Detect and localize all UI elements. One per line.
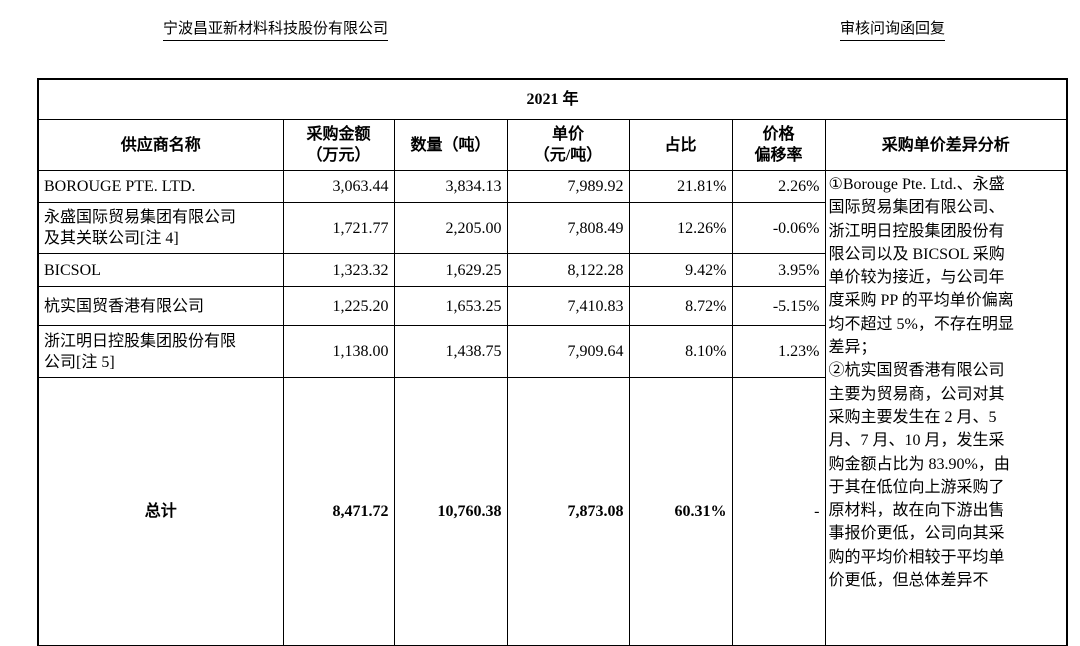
analysis-line: 购的平均价相较于平均单 xyxy=(828,548,1005,566)
supplier-name: 永盛国际贸易集团有限公司 及其关联公司[注 4] xyxy=(37,202,284,254)
analysis-line: 差异； xyxy=(828,339,877,357)
analysis-line: 均不超过 5%，不存在明显 xyxy=(828,315,1014,333)
purchase-quantity: 3,834.13 xyxy=(393,170,508,203)
total-unit-price: 7,873.08 xyxy=(506,377,630,646)
purchase-amount: 1,323.32 xyxy=(282,253,395,287)
table-row: 浙江明日控股集团股份有限 公司[注 5] 1,138.00 1,438.75 7… xyxy=(37,325,1067,378)
analysis-line: 单价较为接近，与公司年 xyxy=(828,269,1005,287)
price-deviation: 3.95% xyxy=(731,253,826,287)
price-difference-analysis: ①Borouge Pte. Ltd.、永盛 国际贸易集团有限公司、 浙江明日控股… xyxy=(824,170,1068,646)
purchase-amount: 1,721.77 xyxy=(282,202,395,254)
col-header-deviation-line2: 偏移率 xyxy=(754,147,803,164)
analysis-line: ②杭实国贸香港有限公司 xyxy=(828,362,1005,380)
total-share: 60.31% xyxy=(628,377,733,646)
header-company-name: 宁波昌亚新材料科技股份有限公司 xyxy=(163,20,389,41)
supplier-name-line2: 公司[注 5] xyxy=(44,353,115,371)
supplier-purchase-table: 2021 年 供应商名称 采购金额 （万元） 数量（吨） 单价 （元/吨） 占比… xyxy=(37,78,1069,646)
col-header-deviation: 价格 偏移率 xyxy=(731,119,826,171)
analysis-line: 主要为贸易商，公司对其 xyxy=(828,385,1005,403)
purchase-quantity: 2,205.00 xyxy=(393,202,508,254)
unit-price: 7,909.64 xyxy=(506,325,630,378)
price-deviation: 1.23% xyxy=(731,325,826,378)
unit-price: 7,808.49 xyxy=(506,202,630,254)
analysis-line: 浙江明日控股集团股份有 xyxy=(828,222,1005,240)
col-header-amount-line1: 采购金额 xyxy=(306,126,371,143)
total-deviation: - xyxy=(731,377,826,646)
col-header-unit-price-line2: （元/吨） xyxy=(533,147,603,164)
unit-price: 7,410.83 xyxy=(506,286,630,326)
table-total-row: 总计 8,471.72 10,760.38 7,873.08 60.31% - xyxy=(37,377,1067,646)
col-header-share: 占比 xyxy=(628,119,733,171)
supplier-name: 浙江明日控股集团股份有限 公司[注 5] xyxy=(37,325,284,378)
analysis-line: 采购主要发生在 2 月、5 xyxy=(828,408,997,426)
supplier-name: BOROUGE PTE. LTD. xyxy=(37,170,284,203)
col-header-quantity: 数量（吨） xyxy=(393,119,508,171)
table-year-heading: 2021 年 xyxy=(37,78,1068,120)
purchase-quantity: 1,653.25 xyxy=(393,286,508,326)
purchase-amount: 1,138.00 xyxy=(282,325,395,378)
share-percent: 9.42% xyxy=(628,253,733,287)
header-document-type: 审核问询函回复 xyxy=(839,20,945,41)
analysis-line: 国际贸易集团有限公司、 xyxy=(828,199,1005,217)
purchase-quantity: 1,629.25 xyxy=(393,253,508,287)
supplier-name-line2: 及其关联公司[注 4] xyxy=(44,230,179,247)
analysis-line: 原材料，故在向下游出售 xyxy=(828,502,1005,520)
price-deviation: 2.26% xyxy=(731,170,826,203)
purchase-quantity: 1,438.75 xyxy=(393,325,508,378)
supplier-name: BICSOL xyxy=(37,253,284,287)
price-deviation: -5.15% xyxy=(731,286,826,326)
col-header-supplier: 供应商名称 xyxy=(37,119,284,171)
analysis-line: 月、7 月、10 月，发生采 xyxy=(828,432,1005,450)
analysis-line: 价更低，但总体差异不 xyxy=(828,572,989,590)
col-header-analysis: 采购单价差异分析 xyxy=(824,119,1068,171)
supplier-name: 杭实国贸香港有限公司 xyxy=(37,286,284,326)
total-amount: 8,471.72 xyxy=(282,377,395,646)
share-percent: 12.26% xyxy=(628,202,733,254)
analysis-line: ①Borouge Pte. Ltd.、永盛 xyxy=(828,176,1005,193)
unit-price: 7,989.92 xyxy=(506,170,630,203)
table-row: 永盛国际贸易集团有限公司 及其关联公司[注 4] 1,721.77 2,205.… xyxy=(37,202,1067,254)
analysis-line: 购金额占比为 83.90%，由 xyxy=(828,455,1010,473)
analysis-line: 于其在低位向上游采购了 xyxy=(828,478,1005,496)
analysis-line: 事报价更低，公司向其采 xyxy=(828,525,1005,543)
table-header-row: 供应商名称 采购金额 （万元） 数量（吨） 单价 （元/吨） 占比 价格 偏移率… xyxy=(37,119,1068,171)
analysis-line: 度采购 PP 的平均单价偏离 xyxy=(828,292,1014,310)
share-percent: 8.72% xyxy=(628,286,733,326)
col-header-amount: 采购金额 （万元） xyxy=(282,119,395,171)
share-percent: 21.81% xyxy=(628,170,733,203)
supplier-name-line1: 浙江明日控股集团股份有限 xyxy=(44,332,237,350)
total-label: 总计 xyxy=(37,377,284,646)
col-header-amount-line2: （万元） xyxy=(306,147,371,164)
share-percent: 8.10% xyxy=(628,325,733,378)
unit-price: 8,122.28 xyxy=(506,253,630,287)
analysis-line: 限公司以及 BICSOL 采购 xyxy=(828,245,1005,263)
col-header-unit-price-line1: 单价 xyxy=(551,126,584,143)
total-quantity: 10,760.38 xyxy=(393,377,508,646)
col-header-unit-price: 单价 （元/吨） xyxy=(506,119,630,171)
table-row: BOROUGE PTE. LTD. 3,063.44 3,834.13 7,98… xyxy=(37,170,1068,646)
price-deviation: -0.06% xyxy=(731,202,826,254)
col-header-deviation-line1: 价格 xyxy=(762,126,795,143)
supplier-name-line1: 永盛国际贸易集团有限公司 xyxy=(44,209,237,226)
purchase-amount: 1,225.20 xyxy=(282,286,395,326)
purchase-amount: 3,063.44 xyxy=(282,170,395,203)
